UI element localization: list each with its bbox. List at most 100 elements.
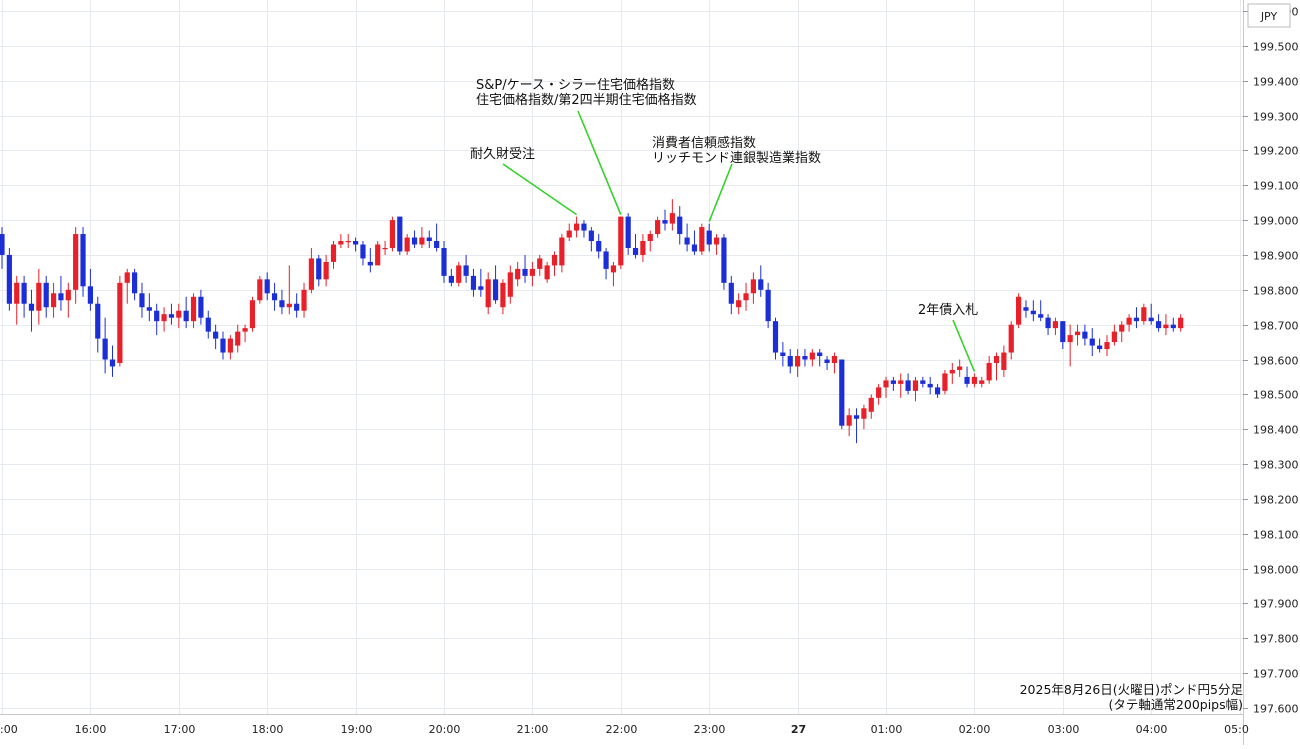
candle <box>87 268 93 311</box>
candle <box>610 261 617 287</box>
y-tick-label: 197.600 <box>1253 703 1299 716</box>
y-tick-label: 198.400 <box>1253 424 1299 437</box>
candle <box>1082 324 1088 346</box>
x-tick-label: 05:0 <box>1224 723 1249 736</box>
candle-body <box>43 282 49 308</box>
candle <box>883 376 889 398</box>
candle <box>205 310 211 339</box>
candle <box>271 282 278 311</box>
candle <box>1104 335 1110 357</box>
candle <box>596 234 602 259</box>
candle <box>353 237 359 252</box>
candle-body <box>183 310 189 322</box>
candle-body <box>1170 324 1176 329</box>
candle-body <box>50 293 57 308</box>
candle <box>1089 328 1095 357</box>
candle <box>736 293 742 315</box>
candle <box>485 272 491 315</box>
candle-body <box>58 293 64 301</box>
candle-body <box>1097 345 1103 350</box>
candle-body <box>861 408 867 419</box>
candle <box>677 206 683 245</box>
candle-body <box>0 234 5 255</box>
y-tick-label: 199.100 <box>1253 180 1299 193</box>
candle-body <box>706 230 712 245</box>
candle <box>750 272 756 304</box>
candle-body <box>220 338 226 353</box>
candle-body <box>1067 335 1073 343</box>
candle <box>65 282 71 318</box>
candle-body <box>470 275 477 290</box>
candle <box>986 356 992 384</box>
candle-body <box>581 223 587 231</box>
candle <box>470 268 477 297</box>
y-tick-label: 199.300 <box>1253 111 1299 124</box>
candle-body <box>14 282 20 304</box>
candle-body <box>1074 331 1081 336</box>
candle-body <box>795 356 801 367</box>
candle-body <box>249 300 256 329</box>
candle <box>419 227 425 248</box>
x-tick-label: :00 <box>0 723 18 736</box>
candle-body <box>301 289 307 311</box>
x-tick-label: 02:00 <box>959 723 991 736</box>
candle <box>448 268 454 287</box>
candle <box>235 324 241 353</box>
x-tick-label: 16:00 <box>75 723 107 736</box>
candle-body <box>596 241 602 252</box>
candle-body <box>65 289 71 301</box>
candle-body <box>109 359 116 367</box>
candle-body <box>205 317 211 332</box>
candle <box>728 275 734 315</box>
candle <box>404 234 410 255</box>
candle-body <box>235 331 241 346</box>
candle-body <box>294 303 300 311</box>
candle-body <box>640 241 646 255</box>
candle-body <box>492 279 499 301</box>
candle <box>507 265 513 304</box>
candle-body <box>846 415 852 426</box>
candle-body <box>419 237 425 245</box>
candle <box>964 366 970 388</box>
candle <box>1141 303 1147 325</box>
candle-body <box>890 380 896 384</box>
annotation-leader-line <box>952 319 976 372</box>
candle-body <box>1060 321 1066 343</box>
candle-body <box>6 254 12 304</box>
candle-body <box>1148 317 1154 322</box>
candle <box>1052 317 1059 336</box>
candle <box>758 265 764 297</box>
candle-body <box>154 310 160 322</box>
candle <box>559 234 565 273</box>
candle-body <box>824 359 830 363</box>
candle-body <box>905 380 911 391</box>
candle <box>242 324 248 343</box>
candle <box>389 216 396 252</box>
y-tick-label: 198.900 <box>1253 250 1299 263</box>
candle-body <box>1178 317 1184 329</box>
candle <box>574 216 580 238</box>
candle-body <box>1045 317 1051 329</box>
candle-body <box>286 303 292 308</box>
candle-body <box>912 380 919 391</box>
candle-body <box>345 241 351 243</box>
candle-body <box>618 216 624 266</box>
candle <box>721 234 727 290</box>
annotation-leader-line <box>708 163 733 222</box>
candle <box>787 349 793 374</box>
candle-body <box>1008 324 1014 353</box>
annotation-label: S&P/ケース・シラー住宅価格指数 <box>476 77 675 93</box>
candle <box>168 303 175 325</box>
candle-body <box>426 237 432 242</box>
candle <box>154 303 160 336</box>
annotation-label: 消費者信頼感指数 <box>652 135 756 151</box>
candle <box>308 247 314 294</box>
candle <box>213 324 219 350</box>
annotation-leader-line <box>577 110 622 215</box>
candle-body <box>1001 352 1007 370</box>
candle-body <box>957 366 963 370</box>
candle-body <box>1126 317 1132 325</box>
candle-body <box>397 216 403 252</box>
